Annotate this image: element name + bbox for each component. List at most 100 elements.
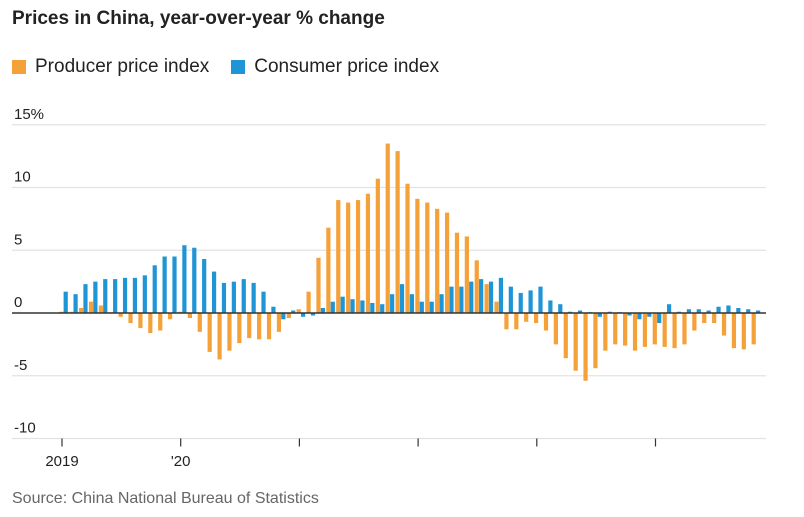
cpi-bar bbox=[211, 271, 217, 313]
ppi-bar bbox=[375, 178, 380, 313]
ppi-bar bbox=[692, 313, 697, 331]
ppi-bar bbox=[197, 313, 202, 332]
ppi-bar bbox=[405, 183, 410, 313]
ppi-bar bbox=[247, 313, 252, 339]
cpi-bar bbox=[488, 281, 494, 314]
cpi-bar bbox=[251, 282, 256, 313]
y-tick-label: 15% bbox=[14, 106, 44, 123]
cpi-bar bbox=[726, 305, 731, 313]
legend-swatch-ppi bbox=[12, 60, 26, 74]
ppi-bar bbox=[425, 202, 430, 313]
cpi-bar bbox=[261, 291, 266, 314]
ppi-bar bbox=[88, 301, 94, 313]
ppi-bar bbox=[474, 260, 479, 313]
ppi-bar bbox=[336, 200, 341, 313]
cpi-bar bbox=[132, 277, 138, 313]
cpi-bar bbox=[459, 286, 464, 313]
cpi-bar bbox=[221, 282, 227, 313]
cpi-bar bbox=[686, 309, 691, 314]
ppi-bar bbox=[603, 313, 608, 351]
cpi-bar bbox=[666, 304, 672, 313]
ppi-bar bbox=[543, 313, 549, 331]
ppi-bar bbox=[346, 202, 351, 313]
ppi-bar bbox=[721, 313, 727, 336]
cpi-bar bbox=[419, 301, 424, 313]
cpi-bar bbox=[320, 307, 325, 313]
ppi-bar bbox=[682, 313, 687, 345]
y-tick-label: -10 bbox=[14, 420, 36, 437]
cpi-bar bbox=[597, 313, 602, 317]
ppi-bar bbox=[632, 313, 638, 351]
cpi-bar bbox=[271, 306, 276, 314]
ppi-bar bbox=[118, 313, 123, 317]
ppi-bar bbox=[573, 313, 578, 371]
cpi-bar bbox=[192, 247, 197, 313]
ppi-bar bbox=[514, 313, 519, 330]
ppi-bar bbox=[504, 313, 509, 330]
ppi-bar bbox=[741, 313, 746, 350]
cpi-bar bbox=[399, 284, 405, 313]
ppi-bar bbox=[435, 208, 440, 313]
legend-label-cpi: Consumer price index bbox=[254, 56, 440, 77]
cpi-bar bbox=[340, 296, 345, 314]
legend-swatch-cpi bbox=[231, 60, 246, 74]
cpi-bar bbox=[73, 294, 78, 314]
cpi-bar bbox=[449, 286, 454, 313]
ppi-bar bbox=[316, 257, 321, 313]
cpi-bar bbox=[113, 279, 118, 314]
cpi-bar bbox=[93, 281, 98, 314]
cpi-bar bbox=[241, 279, 246, 314]
cpi-bar bbox=[172, 256, 177, 313]
cpi-bar bbox=[360, 300, 365, 313]
ppi-bar bbox=[296, 309, 301, 314]
cpi-bar bbox=[439, 294, 444, 314]
ppi-bar bbox=[326, 227, 331, 313]
cpi-bar bbox=[706, 310, 711, 313]
cpi-bar bbox=[716, 306, 721, 314]
cpi-bar bbox=[103, 279, 108, 314]
cpi-bar bbox=[390, 294, 395, 314]
y-tick-label: 10 bbox=[14, 169, 31, 186]
cpi-bar bbox=[429, 301, 434, 313]
cpi-bar bbox=[409, 294, 415, 314]
cpi-bar bbox=[627, 313, 632, 316]
cpi-bar bbox=[63, 291, 68, 314]
ppi-bar bbox=[593, 313, 598, 369]
ppi-bar bbox=[385, 143, 390, 313]
cpi-bar bbox=[380, 304, 385, 313]
ppi-bar bbox=[276, 313, 282, 332]
cpi-bar bbox=[577, 310, 583, 313]
ppi-bar bbox=[702, 313, 707, 324]
ppi-bar bbox=[623, 313, 628, 346]
ppi-bar bbox=[187, 313, 192, 319]
cpi-bar bbox=[162, 256, 167, 313]
cpi-bar bbox=[736, 307, 741, 313]
cpi-bar bbox=[538, 286, 543, 313]
ppi-bar bbox=[207, 313, 212, 352]
ppi-bar bbox=[464, 236, 469, 313]
cpi-bar bbox=[202, 259, 207, 313]
ppi-bar bbox=[751, 313, 756, 345]
x-tick-label: 2019 bbox=[45, 453, 78, 470]
cpi-bar bbox=[469, 281, 474, 314]
ppi-bar bbox=[395, 151, 400, 313]
source-note: Source: China National Bureau of Statist… bbox=[12, 490, 319, 507]
ppi-bar bbox=[98, 305, 103, 313]
ppi-bar bbox=[712, 313, 717, 324]
cpi-bar bbox=[291, 310, 296, 313]
ppi-bar bbox=[652, 313, 657, 345]
ppi-bar bbox=[494, 301, 499, 313]
cpi-bar bbox=[152, 265, 157, 313]
cpi-bar bbox=[647, 313, 652, 317]
ppi-bar bbox=[237, 313, 242, 344]
ppi-bar bbox=[286, 313, 291, 319]
ppi-bar bbox=[613, 313, 618, 345]
cpi-bar bbox=[746, 309, 751, 314]
ppi-bar bbox=[138, 313, 143, 329]
ppi-bar bbox=[365, 193, 371, 313]
y-tick-label: -5 bbox=[14, 357, 27, 374]
ppi-bar bbox=[484, 284, 489, 313]
ppi-bar bbox=[583, 313, 588, 381]
ppi-bar bbox=[662, 313, 667, 347]
cpi-bar bbox=[350, 299, 355, 313]
